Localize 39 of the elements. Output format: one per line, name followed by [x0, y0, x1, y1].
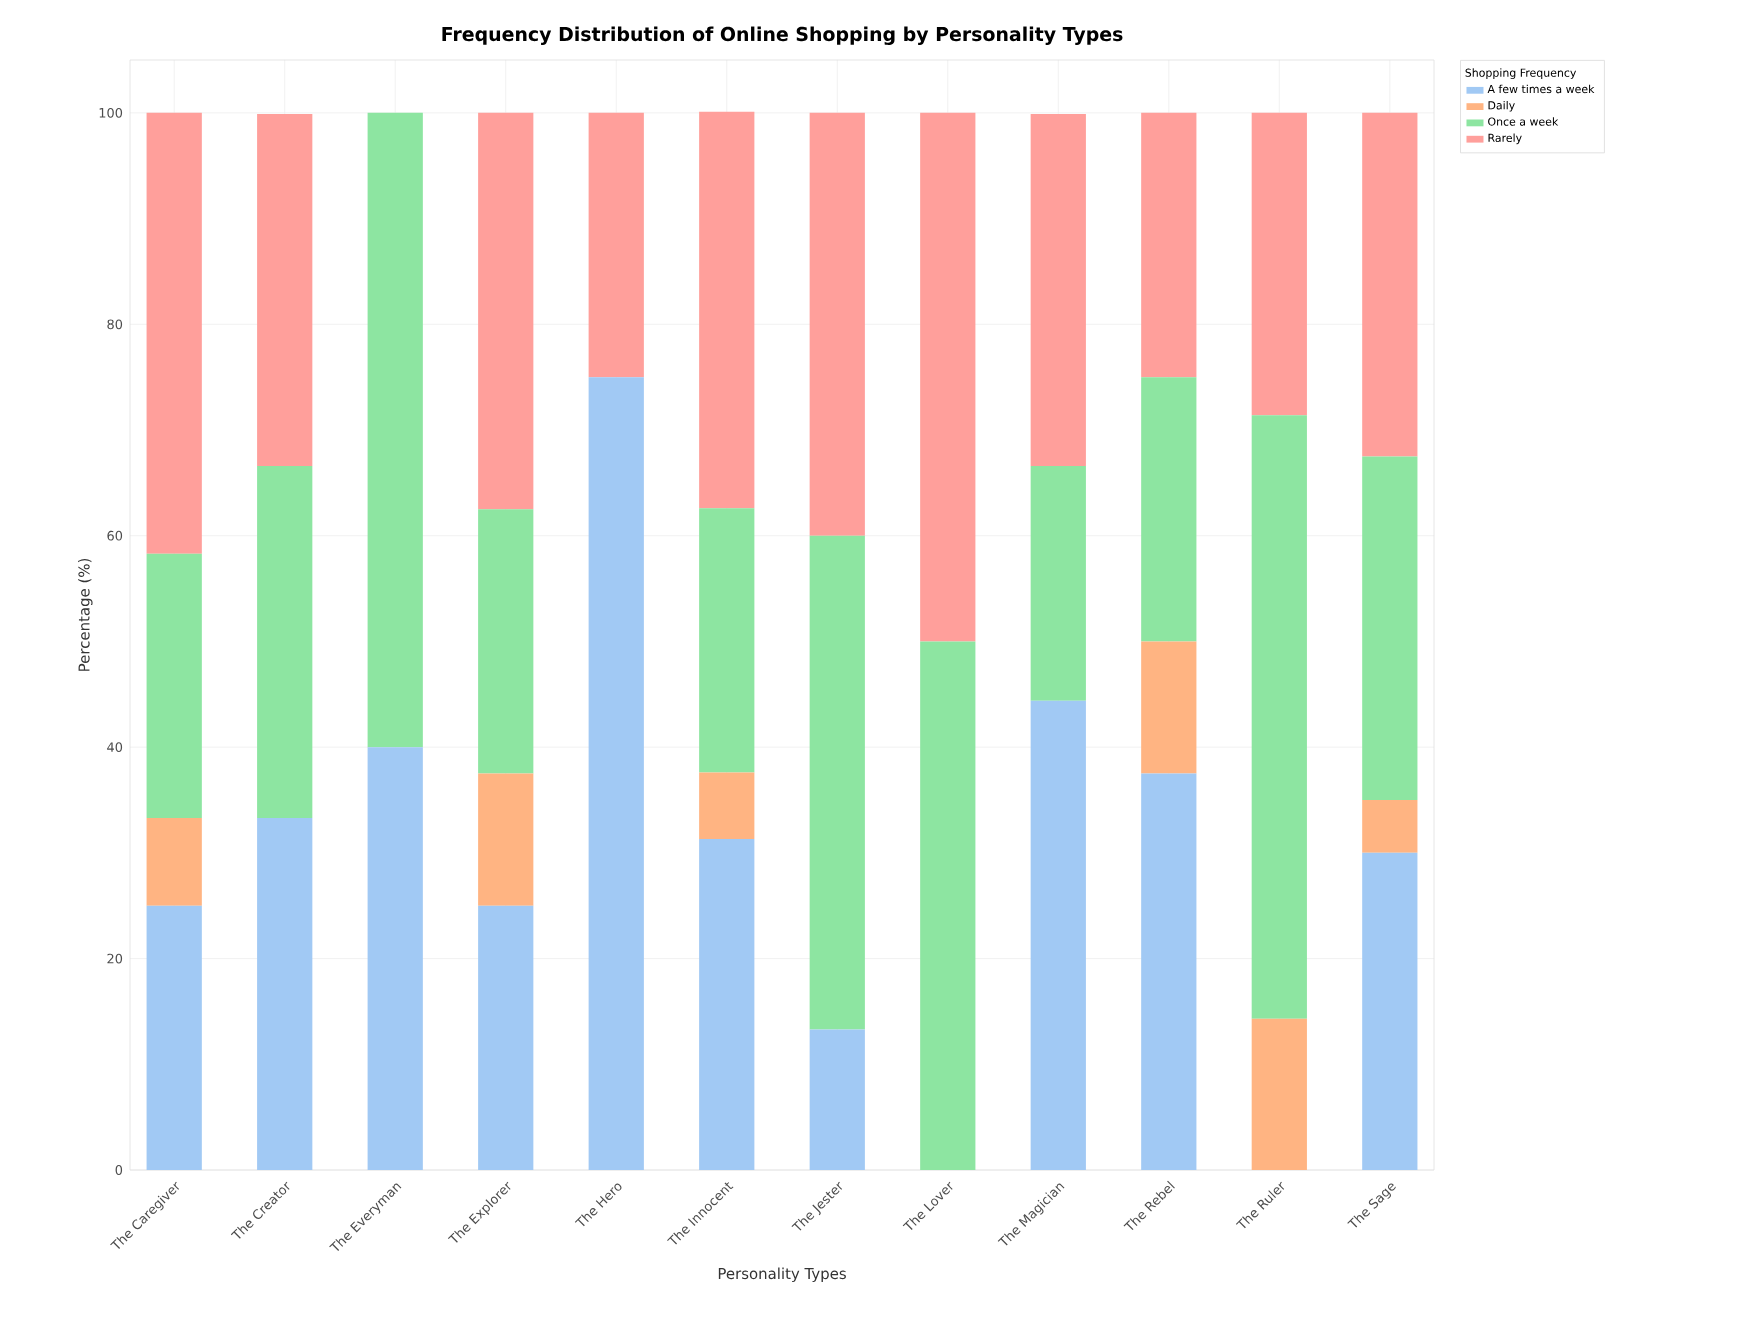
bar [367, 112, 423, 748]
bar [257, 113, 313, 466]
bar [478, 905, 534, 1170]
bar [478, 773, 534, 906]
bar [1362, 799, 1418, 853]
bar [809, 112, 865, 536]
bar [1362, 456, 1418, 800]
bar [1251, 415, 1307, 1019]
bar [1362, 852, 1418, 1170]
bar [478, 509, 534, 774]
bar [1362, 112, 1418, 457]
bar [1141, 641, 1197, 774]
bar [809, 1029, 865, 1170]
bar [478, 112, 534, 510]
bar [699, 111, 755, 509]
bar [146, 112, 202, 554]
bar [146, 817, 202, 906]
bar [146, 905, 202, 1170]
bar [367, 747, 423, 1170]
bar [1030, 700, 1086, 1170]
bar [699, 839, 755, 1170]
bar [699, 508, 755, 773]
chart-title: Frequency Distribution of Online Shopping by Personality Types [442, 26, 1123, 45]
bar [1030, 465, 1086, 701]
bar [1141, 773, 1197, 1170]
bar [1030, 113, 1086, 466]
bar [257, 817, 313, 1170]
bar [1141, 377, 1197, 642]
bar [257, 465, 313, 818]
bar [920, 641, 976, 1170]
bar [588, 377, 644, 1170]
bar [1251, 112, 1307, 416]
bar [1251, 1018, 1307, 1170]
bar [588, 112, 644, 378]
bar [699, 772, 755, 840]
bar [1141, 112, 1197, 378]
bar [146, 553, 202, 818]
bar [920, 112, 976, 642]
bar [809, 535, 865, 1030]
